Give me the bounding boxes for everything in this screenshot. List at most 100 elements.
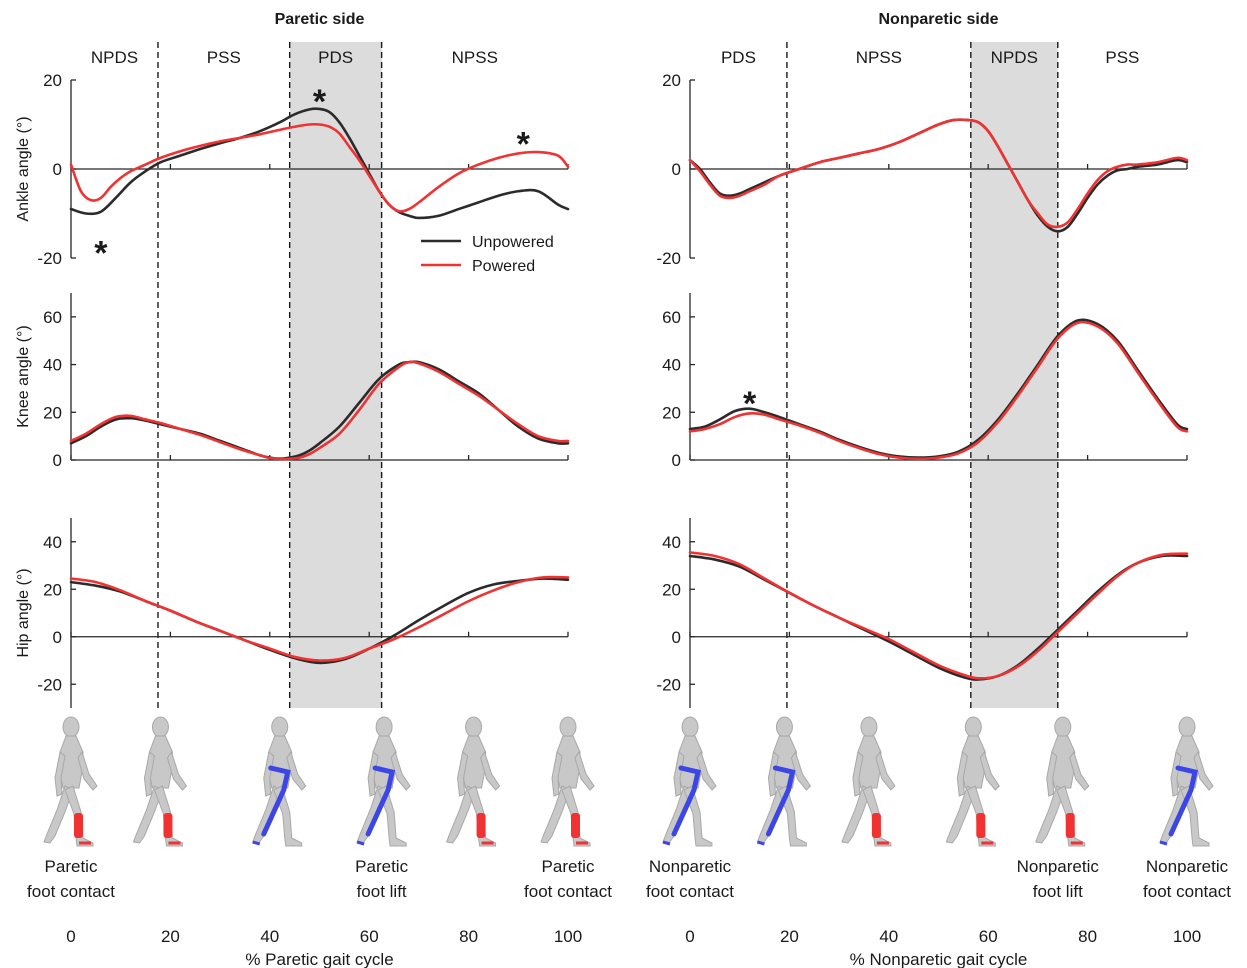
nonparetic-ankle-unpowered-line	[688, 118, 1189, 233]
right-x-tick-label: 0	[685, 927, 694, 946]
left-x-tick-label: 40	[260, 927, 279, 946]
nonparetic-hip-powered-line	[688, 551, 1189, 680]
nonparetic-hip-unpowered-line	[688, 554, 1189, 681]
event-line2: foot lift	[1033, 882, 1083, 901]
left-body-figure	[356, 716, 411, 847]
nonparetic-phase-label-pds: PDS	[721, 48, 756, 67]
right-x-axis-label: % Nonparetic gait cycle	[850, 950, 1028, 968]
nonparetic-hip-y-tick-label: -20	[656, 675, 681, 694]
event-line2: foot lift	[357, 882, 407, 901]
series-layer	[69, 107, 1189, 681]
event-line1: Nonparetic	[1017, 857, 1100, 876]
nonparetic-knee-y-tick-label: 20	[662, 403, 681, 422]
paretic-knee-y-tick-label: 60	[43, 308, 62, 327]
left-x-tick-label: 80	[459, 927, 478, 946]
nonparetic-phase-label-npds: NPDS	[991, 48, 1038, 67]
phase-shading-layer	[289, 42, 1058, 708]
nonparetic-ankle-powered-line	[688, 118, 1189, 229]
right-x-tick-label: 100	[1173, 927, 1201, 946]
right-body-figure	[662, 716, 717, 847]
hip-muscle-highlight	[765, 765, 796, 837]
right-body-figure	[841, 716, 896, 847]
text-layer: NPDS PSS PDS NPSS Paretic side -20 0 20 Ankle an…	[15, 11, 1231, 968]
nonparetic-knee-powered-line	[688, 320, 1189, 461]
left-x-tick-label: 60	[360, 927, 379, 946]
left-body-figure	[445, 716, 501, 847]
paretic-title: Paretic side	[275, 11, 365, 28]
right-x-tick-label: 20	[780, 927, 799, 946]
legend-unpowered-label: Unpowered	[472, 234, 554, 251]
right-event-label: Nonparetic foot contact	[646, 857, 734, 901]
calf-muscle-highlight	[871, 813, 881, 838]
nonparetic-knee-y-tick-label: 40	[662, 356, 681, 375]
paretic-hip-y-tick-label: 40	[43, 533, 62, 552]
paretic-ankle-significance-star: *	[94, 234, 108, 272]
nonparetic-phase-label-pss: PSS	[1105, 48, 1139, 67]
nonparetic-knee-significance-star: *	[743, 385, 757, 423]
calf-muscle-highlight	[1065, 813, 1075, 838]
nonparetic-phase-label-npss: NPSS	[856, 48, 902, 67]
left-body-figure	[252, 716, 307, 847]
nonparetic-ankle-y-tick-label: 20	[662, 71, 681, 90]
left-event-label: Paretic foot lift	[355, 857, 408, 901]
event-line1: Paretic	[355, 857, 408, 876]
right-x-tick-label: 60	[979, 927, 998, 946]
paretic-phase-label-npss: NPSS	[452, 48, 498, 67]
right-event-label: Nonparetic foot contact	[1143, 857, 1231, 901]
paretic-hip-y-tick-label: 20	[43, 580, 62, 599]
left-x-axis-label: % Paretic gait cycle	[245, 950, 393, 968]
nonparetic-hip-y-tick-label: 20	[662, 580, 681, 599]
event-line2: foot contact	[524, 882, 612, 901]
paretic-hip-powered-line	[69, 575, 570, 662]
calf-muscle-highlight	[476, 813, 486, 838]
calf-muscle-highlight	[74, 813, 83, 838]
nonparetic-shaded-phase-npds	[970, 42, 1058, 708]
right-body-figure	[1159, 716, 1214, 847]
event-line1: Nonparetic	[1146, 857, 1229, 876]
nonparetic-hip-y-tick-label: 0	[672, 628, 681, 647]
paretic-hip-ylabel: Hip angle (°)	[15, 568, 32, 657]
right-x-tick-label: 80	[1078, 927, 1097, 946]
nonparetic-knee-y-tick-label: 60	[662, 308, 681, 327]
left-event-label: Paretic foot contact	[27, 857, 115, 901]
paretic-hip-y-tick-label: -20	[37, 675, 62, 694]
event-line1: Paretic	[45, 857, 98, 876]
paretic-ankle-significance-star: *	[517, 125, 531, 163]
paretic-ankle-significance-star: *	[313, 83, 327, 121]
paretic-knee-y-tick-label: 0	[53, 451, 62, 470]
paretic-phase-label-pss: PSS	[207, 48, 241, 67]
right-x-tick-label: 40	[879, 927, 898, 946]
calf-muscle-highlight	[571, 813, 580, 838]
nonparetic-hip-y-tick-label: 40	[662, 533, 681, 552]
hip-muscle-highlight	[1168, 765, 1198, 837]
right-event-label: Nonparetic foot lift	[1017, 857, 1100, 901]
nonparetic-knee-y-tick-label: 0	[672, 451, 681, 470]
calf-muscle-highlight	[163, 813, 173, 838]
paretic-shaded-phase-pds	[289, 42, 382, 708]
left-x-tick-label: 100	[554, 927, 582, 946]
nonparetic-ankle-y-tick-label: 0	[672, 160, 681, 179]
left-body-figure	[132, 716, 188, 847]
nonparetic-ankle-y-tick-label: -20	[656, 249, 681, 268]
paretic-knee-ylabel: Knee angle (°)	[15, 325, 32, 427]
paretic-ankle-y-tick-label: -20	[37, 249, 62, 268]
paretic-ankle-powered-line	[69, 122, 570, 213]
paretic-knee-y-tick-label: 40	[43, 356, 62, 375]
paretic-phase-label-npds: NPDS	[91, 48, 138, 67]
legend: Unpowered Powered	[421, 234, 554, 275]
paretic-knee-powered-line	[69, 360, 570, 461]
hip-muscle-highlight	[365, 765, 396, 837]
left-body-figure	[43, 716, 98, 847]
event-line1: Nonparetic	[649, 857, 732, 876]
right-body-figure	[945, 716, 1000, 847]
hip-muscle-highlight	[261, 765, 291, 837]
event-line1: Paretic	[542, 857, 595, 876]
right-body-figure	[1035, 716, 1090, 847]
hip-muscle-highlight	[671, 765, 701, 837]
event-line2: foot contact	[1143, 882, 1231, 901]
left-body-figure	[540, 716, 595, 847]
left-x-tick-label: 0	[66, 927, 75, 946]
paretic-phase-label-pds: PDS	[318, 48, 353, 67]
nonparetic-title: Nonparetic side	[878, 11, 998, 28]
